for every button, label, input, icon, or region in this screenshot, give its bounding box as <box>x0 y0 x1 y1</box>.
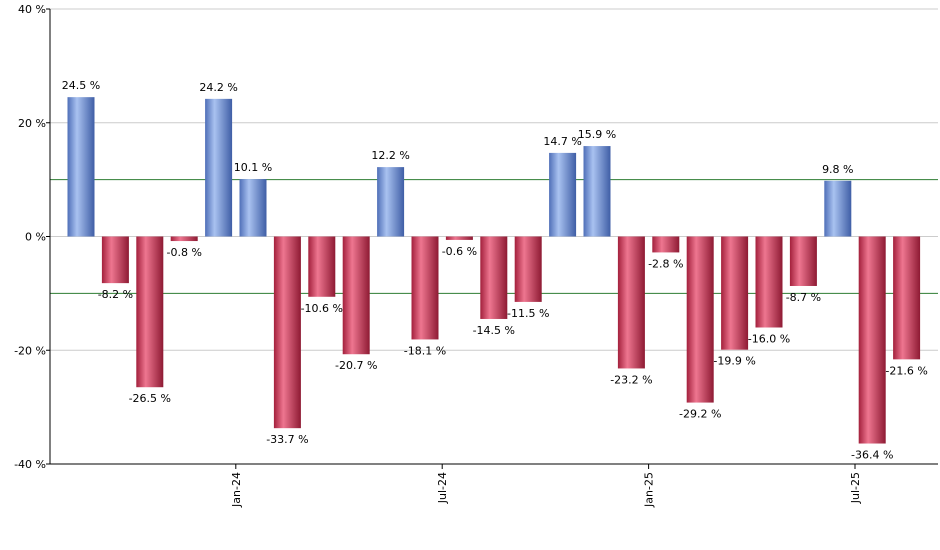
data-label: -23.2 % <box>610 373 652 386</box>
bar-negative <box>721 236 749 350</box>
bar-negative <box>411 236 439 340</box>
y-tick-label: -20 % <box>14 344 46 357</box>
bar-positive <box>549 152 577 237</box>
data-label: -10.6 % <box>301 302 343 315</box>
bar-negative <box>789 236 817 286</box>
bar-positive <box>377 167 405 237</box>
data-label: -11.5 % <box>507 307 549 320</box>
bar-negative <box>342 236 370 355</box>
bar-negative <box>136 236 164 388</box>
data-label: 10.1 % <box>234 161 272 174</box>
data-label: -8.2 % <box>98 288 133 301</box>
data-label: -26.5 % <box>129 392 171 405</box>
bar-negative <box>893 236 921 360</box>
data-label: -0.8 % <box>166 246 201 259</box>
data-label: -18.1 % <box>404 344 446 357</box>
bar-positive <box>239 179 267 237</box>
bar-positive <box>824 180 852 237</box>
x-tick-label: Jan-25 <box>643 472 656 508</box>
bar-negative <box>170 236 198 242</box>
bar-positive <box>205 98 233 237</box>
data-labels: 24.5 % -8.2 % -26.5 % -0.8 % 24.2 % 10.1 % -33… <box>62 79 928 461</box>
data-label: -33.7 % <box>266 433 308 446</box>
bar-negative <box>858 236 886 444</box>
y-tick-label: 20 % <box>18 117 46 130</box>
y-tick-label: 40 % <box>18 3 46 16</box>
data-label: 9.8 % <box>822 163 853 176</box>
axes: 40 % 20 % 0 % -20 % -40 % Jan-24 Jul-24 Jan-25 J… <box>14 3 938 508</box>
data-label: 12.2 % <box>371 149 409 162</box>
bar-negative <box>755 236 783 328</box>
bar-positive <box>583 146 611 237</box>
data-label: -20.7 % <box>335 359 377 372</box>
data-label: -14.5 % <box>473 324 515 337</box>
bar-positive <box>67 97 95 237</box>
data-label: -19.9 % <box>713 355 755 368</box>
data-label: -8.7 % <box>786 291 821 304</box>
bar-negative <box>308 236 336 297</box>
data-label: -16.0 % <box>748 333 790 346</box>
data-label: 15.9 % <box>578 128 616 141</box>
bar-negative <box>514 236 542 302</box>
data-label: 24.2 % <box>199 81 237 94</box>
x-tick-label: Jan-24 <box>230 472 243 508</box>
bar-negative <box>101 236 129 284</box>
data-label: 24.5 % <box>62 79 100 92</box>
bar-negative <box>480 236 508 319</box>
data-label: -2.8 % <box>648 257 683 270</box>
bar-negative <box>617 236 645 369</box>
y-tick-label: 0 % <box>25 231 46 244</box>
bar-negative <box>445 236 473 240</box>
data-label: -0.6 % <box>442 245 477 258</box>
bar-negative <box>273 236 301 429</box>
x-tick-label: Jul-25 <box>849 472 862 504</box>
data-label: -21.6 % <box>885 364 927 377</box>
data-label: -29.2 % <box>679 408 721 421</box>
y-tick-label: -40 % <box>14 458 46 471</box>
data-label: -36.4 % <box>851 449 893 462</box>
bar-negative <box>686 236 714 403</box>
data-label: 14.7 % <box>543 135 581 148</box>
bar-negative <box>652 236 680 253</box>
bars <box>67 97 921 444</box>
x-tick-label: Jul-24 <box>436 472 449 504</box>
